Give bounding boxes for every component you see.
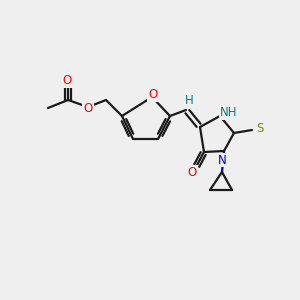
- Text: NH: NH: [220, 106, 238, 119]
- Text: O: O: [188, 166, 196, 178]
- Text: O: O: [62, 74, 72, 88]
- Text: S: S: [256, 122, 264, 134]
- Text: H: H: [184, 94, 194, 106]
- Text: O: O: [148, 88, 158, 101]
- Text: N: N: [218, 154, 226, 166]
- Text: O: O: [83, 101, 93, 115]
